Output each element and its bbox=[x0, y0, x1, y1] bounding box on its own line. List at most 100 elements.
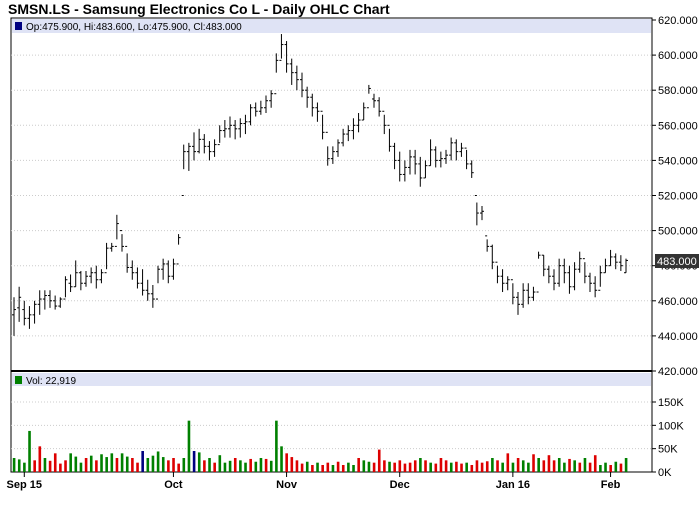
ohlc-bar bbox=[32, 300, 37, 324]
volume-bar bbox=[455, 461, 458, 472]
volume-bar bbox=[599, 465, 602, 472]
month-label: Nov bbox=[276, 479, 298, 491]
ohlc-bar bbox=[315, 102, 320, 122]
ohlc-bar bbox=[310, 93, 315, 117]
ohlc-bar bbox=[228, 116, 232, 138]
volume-bar bbox=[74, 456, 78, 472]
volume-bar bbox=[95, 460, 98, 472]
ohlc-bar bbox=[567, 265, 572, 294]
ohlc-bar bbox=[459, 142, 464, 157]
volume-bar bbox=[208, 458, 211, 472]
ohlc-bar bbox=[341, 128, 346, 147]
ohlc-bar bbox=[233, 120, 238, 140]
volume-bar bbox=[89, 455, 93, 472]
volume-bar bbox=[475, 460, 479, 472]
ohlc-bar bbox=[433, 146, 438, 168]
volume-bar bbox=[516, 458, 520, 472]
volume-bar bbox=[213, 462, 216, 472]
volume-bar bbox=[388, 461, 391, 472]
volume-bar bbox=[290, 457, 294, 472]
month-axis: Sep 15 Oct Nov Dec Jan 16 Feb bbox=[7, 472, 621, 491]
ohlc-bar bbox=[562, 258, 567, 284]
volume-bar bbox=[33, 460, 36, 472]
price-tick-label: 420.000 bbox=[658, 366, 698, 378]
volume-bar bbox=[347, 462, 350, 472]
volume-bar bbox=[588, 462, 592, 472]
volume-bar bbox=[444, 460, 448, 472]
volume-bar bbox=[23, 462, 26, 472]
volume-bar bbox=[192, 451, 196, 472]
ohlc-bar bbox=[217, 125, 222, 146]
ohlc-bar bbox=[37, 290, 42, 315]
ohlc-bar bbox=[510, 279, 515, 305]
price-panel-frame bbox=[10, 17, 653, 372]
ohlc-bar bbox=[546, 265, 551, 284]
ohlc-bar bbox=[156, 265, 160, 300]
ohlc-bar bbox=[150, 285, 155, 308]
ohlc-bar bbox=[125, 245, 130, 273]
ohlc-bar bbox=[27, 306, 32, 329]
volume-bar bbox=[105, 457, 108, 472]
ohlc-bar bbox=[279, 34, 284, 61]
ohlc-bar bbox=[325, 131, 330, 166]
volume-bar bbox=[197, 452, 201, 472]
ohlc-bar bbox=[212, 139, 217, 157]
volume-bar bbox=[259, 458, 263, 472]
ohlc-bar bbox=[588, 272, 592, 293]
volume-bar bbox=[53, 453, 57, 472]
ohlc-bar bbox=[294, 65, 299, 91]
volume-bar bbox=[619, 463, 623, 472]
month-label: Oct bbox=[164, 479, 183, 491]
volume-bar bbox=[439, 458, 443, 472]
ohlc-bar bbox=[490, 244, 495, 270]
volume-bar bbox=[485, 461, 489, 472]
volume-bar bbox=[120, 453, 124, 472]
ohlc-bar bbox=[423, 160, 428, 179]
ohlc-bar bbox=[449, 137, 454, 161]
volume-bar bbox=[336, 461, 340, 472]
volume-bar bbox=[434, 463, 438, 472]
ohlc-bar bbox=[516, 292, 520, 315]
volume-bar bbox=[187, 420, 191, 472]
volume-bar bbox=[316, 462, 319, 472]
ohlc-bar bbox=[48, 290, 52, 308]
volume-bar bbox=[542, 460, 546, 472]
volume-bar bbox=[151, 455, 155, 472]
volume-bar bbox=[609, 465, 612, 472]
ohlc-bar bbox=[438, 151, 443, 168]
price-tick-label: 440.000 bbox=[658, 331, 698, 343]
volume-bar bbox=[177, 463, 180, 472]
volume-bar bbox=[449, 462, 453, 472]
ohlc-bar bbox=[114, 214, 119, 247]
volume-bar bbox=[578, 462, 582, 472]
volume-bar bbox=[161, 457, 165, 472]
ohlc-bar bbox=[387, 124, 392, 152]
ohlc-bar bbox=[99, 269, 104, 284]
ohlc-bar bbox=[608, 249, 613, 267]
volume-bar bbox=[233, 458, 237, 472]
volume-bar bbox=[146, 458, 150, 472]
ohlc-bar bbox=[94, 265, 99, 289]
ohlc-bar bbox=[17, 286, 22, 322]
ohlc-bar bbox=[171, 258, 176, 280]
ohlc-bar bbox=[243, 114, 248, 135]
ohlc-bar bbox=[253, 102, 258, 117]
month-label: Feb bbox=[601, 479, 621, 491]
volume-bar bbox=[43, 458, 47, 472]
month-label: Jan 16 bbox=[496, 479, 530, 491]
volume-bar bbox=[203, 460, 206, 472]
volume-bar bbox=[141, 451, 144, 472]
ohlc-bar bbox=[140, 269, 145, 296]
ohlc-bar bbox=[418, 156, 423, 187]
ohlc-bar bbox=[361, 102, 366, 121]
month-label: Dec bbox=[390, 479, 410, 491]
price-bars bbox=[12, 34, 628, 336]
volume-bar bbox=[501, 462, 504, 472]
volume-bar bbox=[429, 462, 432, 472]
volume-axis: 150K 100K 50K 0K bbox=[652, 397, 684, 479]
volume-tick-label: 100K bbox=[658, 420, 684, 432]
volume-bar bbox=[136, 462, 139, 472]
volume-bar bbox=[398, 460, 402, 472]
volume-bar bbox=[64, 460, 67, 472]
volume-bar bbox=[48, 460, 52, 472]
